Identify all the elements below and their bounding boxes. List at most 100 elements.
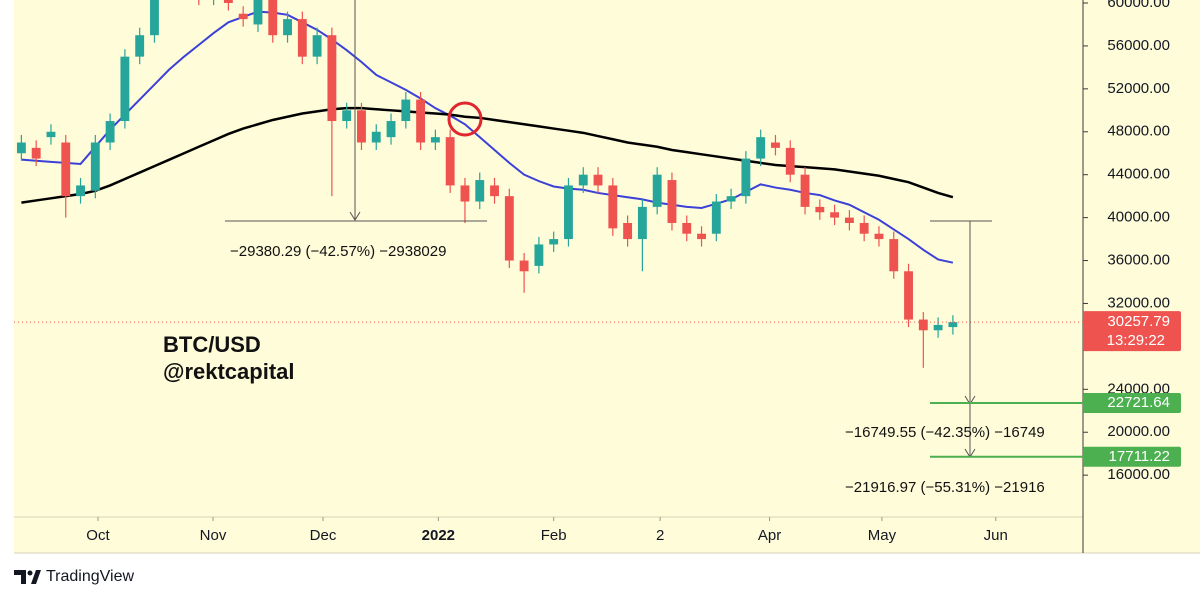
y-tick-label: 52000.00 <box>1107 80 1170 97</box>
candle-body <box>504 196 514 261</box>
candle-body <box>711 201 721 234</box>
candle-body <box>16 142 26 154</box>
candle-body <box>593 174 603 186</box>
x-tick-label: Oct <box>86 527 110 544</box>
candle-body <box>667 180 677 223</box>
candle-body <box>874 233 884 240</box>
candle-body <box>312 35 322 57</box>
moving-average <box>21 10 954 264</box>
candle-body <box>578 174 588 186</box>
candle-body <box>445 137 455 186</box>
logo-mark <box>27 570 33 576</box>
x-tick-label: May <box>868 527 897 544</box>
candle-body <box>771 142 780 148</box>
candle-body <box>859 222 869 234</box>
y-tick-label: 40000.00 <box>1107 209 1170 226</box>
logo-mark <box>14 570 26 584</box>
candle-body <box>623 222 633 240</box>
candle-body <box>342 110 352 122</box>
candle-body <box>357 110 366 143</box>
level-box <box>1083 393 1181 414</box>
level-box <box>1083 446 1181 467</box>
x-tick-label: 2 <box>656 527 664 544</box>
y-tick-label: 16000.00 <box>1107 466 1170 483</box>
last-price-box <box>1083 311 1181 352</box>
candle-body <box>815 206 825 213</box>
x-tick-label: Apr <box>758 527 781 544</box>
brand-logo: TradingView <box>14 568 134 585</box>
measurement-label: −16749.55 (−42.35%) −16749 <box>845 424 1045 441</box>
candle-body <box>726 196 736 202</box>
candle-body <box>238 13 248 20</box>
candle-body <box>608 185 618 229</box>
level-label: 22721.64 <box>1107 394 1170 411</box>
candle-body <box>904 271 913 320</box>
candle-body <box>697 233 706 240</box>
candle-body <box>460 185 470 202</box>
candle-body <box>46 131 56 138</box>
candle-body <box>948 322 958 328</box>
candle-body <box>31 147 41 159</box>
y-tick-label: 32000.00 <box>1107 294 1170 311</box>
measurement-label: −29380.29 (−42.57%) −2938029 <box>230 243 446 260</box>
brand-name: TradingView <box>46 568 134 585</box>
measurement-label: −21916.97 (−55.31%) −21916 <box>845 479 1045 496</box>
candle-body <box>756 137 766 159</box>
candle-body <box>327 35 337 122</box>
candle-body <box>401 99 411 122</box>
level-label: 17711.22 <box>1109 448 1170 465</box>
candle-body <box>268 0 278 36</box>
y-tick-label: 20000.00 <box>1107 423 1170 440</box>
candle-body <box>475 180 485 202</box>
chart-background <box>14 0 1200 553</box>
candle-body <box>61 142 71 197</box>
chart-title: BTC/USD <box>163 332 261 357</box>
candle-body <box>283 19 292 36</box>
candle-body <box>918 319 928 331</box>
y-tick-label: 56000.00 <box>1107 37 1170 54</box>
highlight-circle <box>447 101 483 137</box>
candle-body <box>534 244 544 266</box>
candle-body <box>830 212 840 218</box>
candle-body <box>785 147 795 175</box>
candle-body <box>371 131 381 143</box>
candle-body <box>430 137 440 143</box>
x-tick-label: Nov <box>200 527 227 544</box>
y-tick-label: 60000.00 <box>1107 0 1170 11</box>
candle-body <box>741 158 751 197</box>
candle-body <box>844 217 854 223</box>
candle-body <box>253 0 263 25</box>
x-tick-label: Feb <box>541 527 567 544</box>
candle-body <box>519 260 529 272</box>
y-tick-label: 48000.00 <box>1107 123 1170 140</box>
candle-body <box>800 174 810 207</box>
candle-body <box>223 0 233 4</box>
candle-body <box>386 121 396 138</box>
annotations: −29380.29 (−42.57%) −2938029 −16749.55 (… <box>163 0 1045 496</box>
countdown-label: 13:29:22 <box>1107 332 1165 349</box>
candle-body <box>564 185 573 240</box>
candle-body <box>105 121 115 143</box>
candle-body <box>135 35 145 57</box>
y-tick-label: 44000.00 <box>1107 166 1170 183</box>
candle-body <box>90 142 100 191</box>
candle-body <box>889 239 899 272</box>
plot-area <box>14 0 1083 368</box>
logo-mark <box>31 570 41 584</box>
candle-body <box>682 222 692 234</box>
candle-body <box>549 239 559 245</box>
candle-body <box>933 324 943 331</box>
last-price-label: 30257.79 <box>1107 313 1170 330</box>
candle-body <box>150 0 159 36</box>
chart-subtitle: @rektcapital <box>163 359 295 384</box>
y-tick-label: 36000.00 <box>1107 252 1170 269</box>
measure-arrow <box>349 211 361 221</box>
candle-body <box>120 56 130 122</box>
x-tick-label: Dec <box>310 527 337 544</box>
candle-body <box>652 174 662 207</box>
x-tick-label: Jun <box>984 527 1008 544</box>
candle-body <box>76 185 85 197</box>
moving-average <box>21 106 954 204</box>
